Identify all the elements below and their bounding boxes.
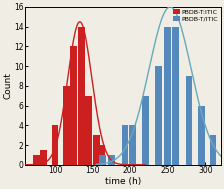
Bar: [122, 125, 128, 165]
Bar: [93, 135, 100, 165]
X-axis label: time (h): time (h): [105, 177, 141, 186]
Bar: [142, 96, 149, 165]
Bar: [98, 145, 105, 165]
Bar: [108, 155, 115, 165]
Bar: [155, 66, 162, 165]
Bar: [70, 46, 77, 165]
Bar: [172, 27, 179, 165]
Bar: [99, 155, 106, 165]
Bar: [185, 76, 192, 165]
Bar: [40, 150, 47, 165]
Bar: [85, 96, 92, 165]
Bar: [78, 27, 85, 165]
Bar: [129, 125, 136, 165]
Bar: [33, 155, 40, 165]
Bar: [198, 106, 205, 165]
Y-axis label: Count: Count: [4, 72, 13, 99]
Bar: [164, 27, 171, 165]
Bar: [52, 125, 58, 165]
Bar: [210, 135, 216, 165]
Legend: PBDB-T:ITIC, PBDB-T/ITIC: PBDB-T:ITIC, PBDB-T/ITIC: [172, 8, 219, 23]
Bar: [63, 86, 70, 165]
